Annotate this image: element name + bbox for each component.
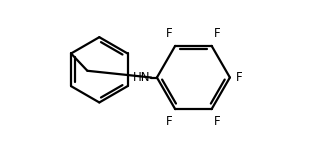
- Text: F: F: [166, 27, 173, 40]
- Text: HN: HN: [133, 71, 150, 84]
- Text: F: F: [166, 115, 173, 128]
- Text: F: F: [236, 71, 242, 84]
- Text: F: F: [214, 27, 221, 40]
- Text: F: F: [214, 115, 221, 128]
